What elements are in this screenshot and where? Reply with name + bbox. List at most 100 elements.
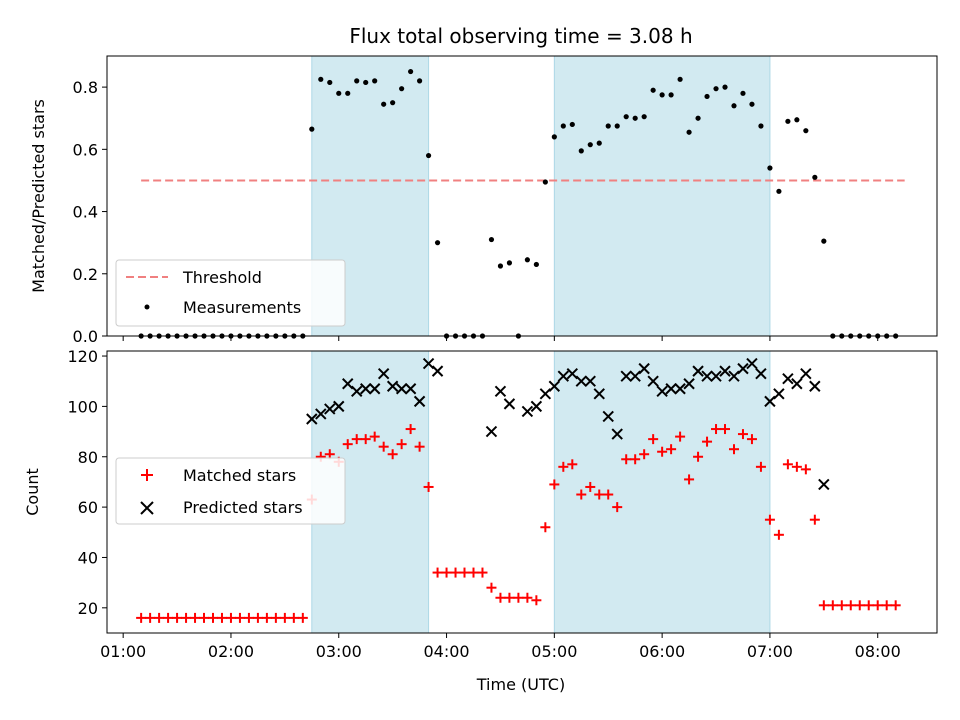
matched-star-point	[378, 441, 389, 452]
predicted-star-point	[584, 375, 596, 387]
matched-star-point	[360, 434, 371, 445]
predicted-star-point	[800, 367, 812, 380]
measurement-point	[713, 86, 719, 92]
predicted-star-point	[719, 365, 731, 377]
measurement-point	[812, 174, 818, 180]
matched-star-point	[163, 612, 174, 623]
measurement-point	[641, 114, 647, 120]
bottom-panel-counts: 20 40 60 80 100 120 01:00 02:00 03:00 04:00 05:00…	[23, 347, 938, 694]
measurement-point	[551, 134, 557, 140]
predicted-star-point	[728, 370, 740, 382]
measurement-point	[569, 121, 575, 128]
measurement-point	[686, 129, 692, 135]
predicted-star-point	[351, 385, 363, 397]
bottom-y-axis-label: Count	[23, 468, 42, 516]
matched-stars-points	[136, 424, 901, 623]
matched-star-point	[845, 600, 856, 611]
predicted-star-point	[809, 380, 821, 392]
legend-matched-swatch	[141, 469, 153, 481]
matched-star-point	[567, 459, 578, 470]
predicted-star-point	[629, 370, 641, 382]
matched-star-point	[675, 431, 686, 442]
matched-star-point	[486, 582, 497, 593]
matched-star-point	[612, 502, 623, 513]
measurement-point	[758, 123, 764, 129]
matched-star-point	[441, 567, 452, 578]
predicted-star-point	[791, 378, 803, 390]
measurement-point	[434, 240, 441, 246]
matched-star-point	[154, 612, 165, 623]
predicted-star-point	[503, 398, 516, 410]
x-tick-label: 05:00	[531, 642, 577, 661]
shaded-interval-2	[553, 55, 771, 337]
measurement-point	[381, 101, 387, 107]
matched-star-point	[755, 461, 766, 472]
matched-star-point	[216, 612, 227, 623]
measurement-point	[677, 76, 683, 82]
matched-star-point	[890, 600, 901, 611]
matched-star-point	[836, 600, 847, 611]
matched-star-point	[225, 612, 236, 623]
legend-measurements-label: Measurements	[183, 298, 301, 317]
matched-star-point	[522, 592, 533, 603]
matched-star-point	[477, 567, 488, 578]
matched-star-point	[504, 592, 515, 603]
matched-star-point	[585, 481, 596, 492]
matched-star-point	[621, 454, 632, 465]
y-tick-label: 20	[78, 599, 98, 618]
matched-star-point	[199, 612, 210, 623]
predicted-star-point	[611, 428, 623, 440]
measurement-point	[659, 92, 665, 98]
matched-star-point	[423, 481, 434, 492]
measurement-point	[506, 260, 513, 266]
measurement-point	[497, 263, 504, 269]
top-legend: Threshold Measurements	[115, 259, 346, 327]
predicted-star-point	[333, 400, 345, 413]
predicted-star-point	[324, 403, 336, 415]
predicted-star-point	[530, 400, 543, 413]
measurement-point	[578, 148, 584, 154]
top-y-axis-label: Matched/Predicted stars	[29, 99, 48, 293]
predicted-star-point	[764, 395, 776, 408]
y-tick-label: 120	[67, 347, 98, 366]
y-tick-label: 0.8	[73, 78, 98, 97]
predicted-star-point	[701, 370, 713, 382]
predicted-star-point	[647, 375, 659, 387]
legend-threshold-label: Threshold	[182, 268, 262, 287]
matched-star-point	[558, 461, 569, 472]
x-tick-label: 04:00	[423, 642, 469, 661]
predicted-star-point	[674, 383, 686, 395]
x-axis-label: Time (UTC)	[476, 675, 565, 694]
matched-star-point	[648, 434, 659, 445]
matched-star-point	[666, 444, 677, 455]
measurement-point	[605, 123, 611, 129]
top-panel-ratio: 0.00.20.40.60.8 Matched/Predicted stars …	[29, 55, 938, 346]
matched-star-point	[136, 612, 147, 623]
x-tick-label: 08:00	[855, 642, 901, 661]
matched-star-point	[872, 600, 883, 611]
measurement-point	[309, 126, 315, 132]
measurement-point	[704, 93, 710, 100]
predicted-star-point	[683, 378, 695, 390]
predicted-star-point	[521, 405, 534, 418]
matched-star-point	[764, 514, 775, 525]
top-legend-box	[115, 259, 346, 327]
matched-star-point	[791, 461, 802, 472]
measurement-point	[614, 123, 620, 129]
measurement-point	[749, 101, 755, 107]
measurement-point	[399, 86, 405, 92]
matched-star-point	[809, 514, 820, 525]
chart-title: Flux total observing time = 3.08 h	[349, 24, 692, 48]
predicted-star-point	[746, 357, 758, 370]
matched-star-point	[549, 479, 560, 490]
matched-star-point	[881, 600, 892, 611]
matched-star-point	[639, 449, 650, 460]
legend-matched-label: Matched stars	[183, 466, 296, 485]
measurement-point	[390, 100, 396, 106]
predicted-star-point	[342, 378, 354, 390]
matched-star-point	[468, 567, 479, 578]
predicted-star-point	[377, 367, 390, 380]
matched-star-point	[594, 489, 605, 500]
y-tick-label: 100	[67, 397, 98, 416]
